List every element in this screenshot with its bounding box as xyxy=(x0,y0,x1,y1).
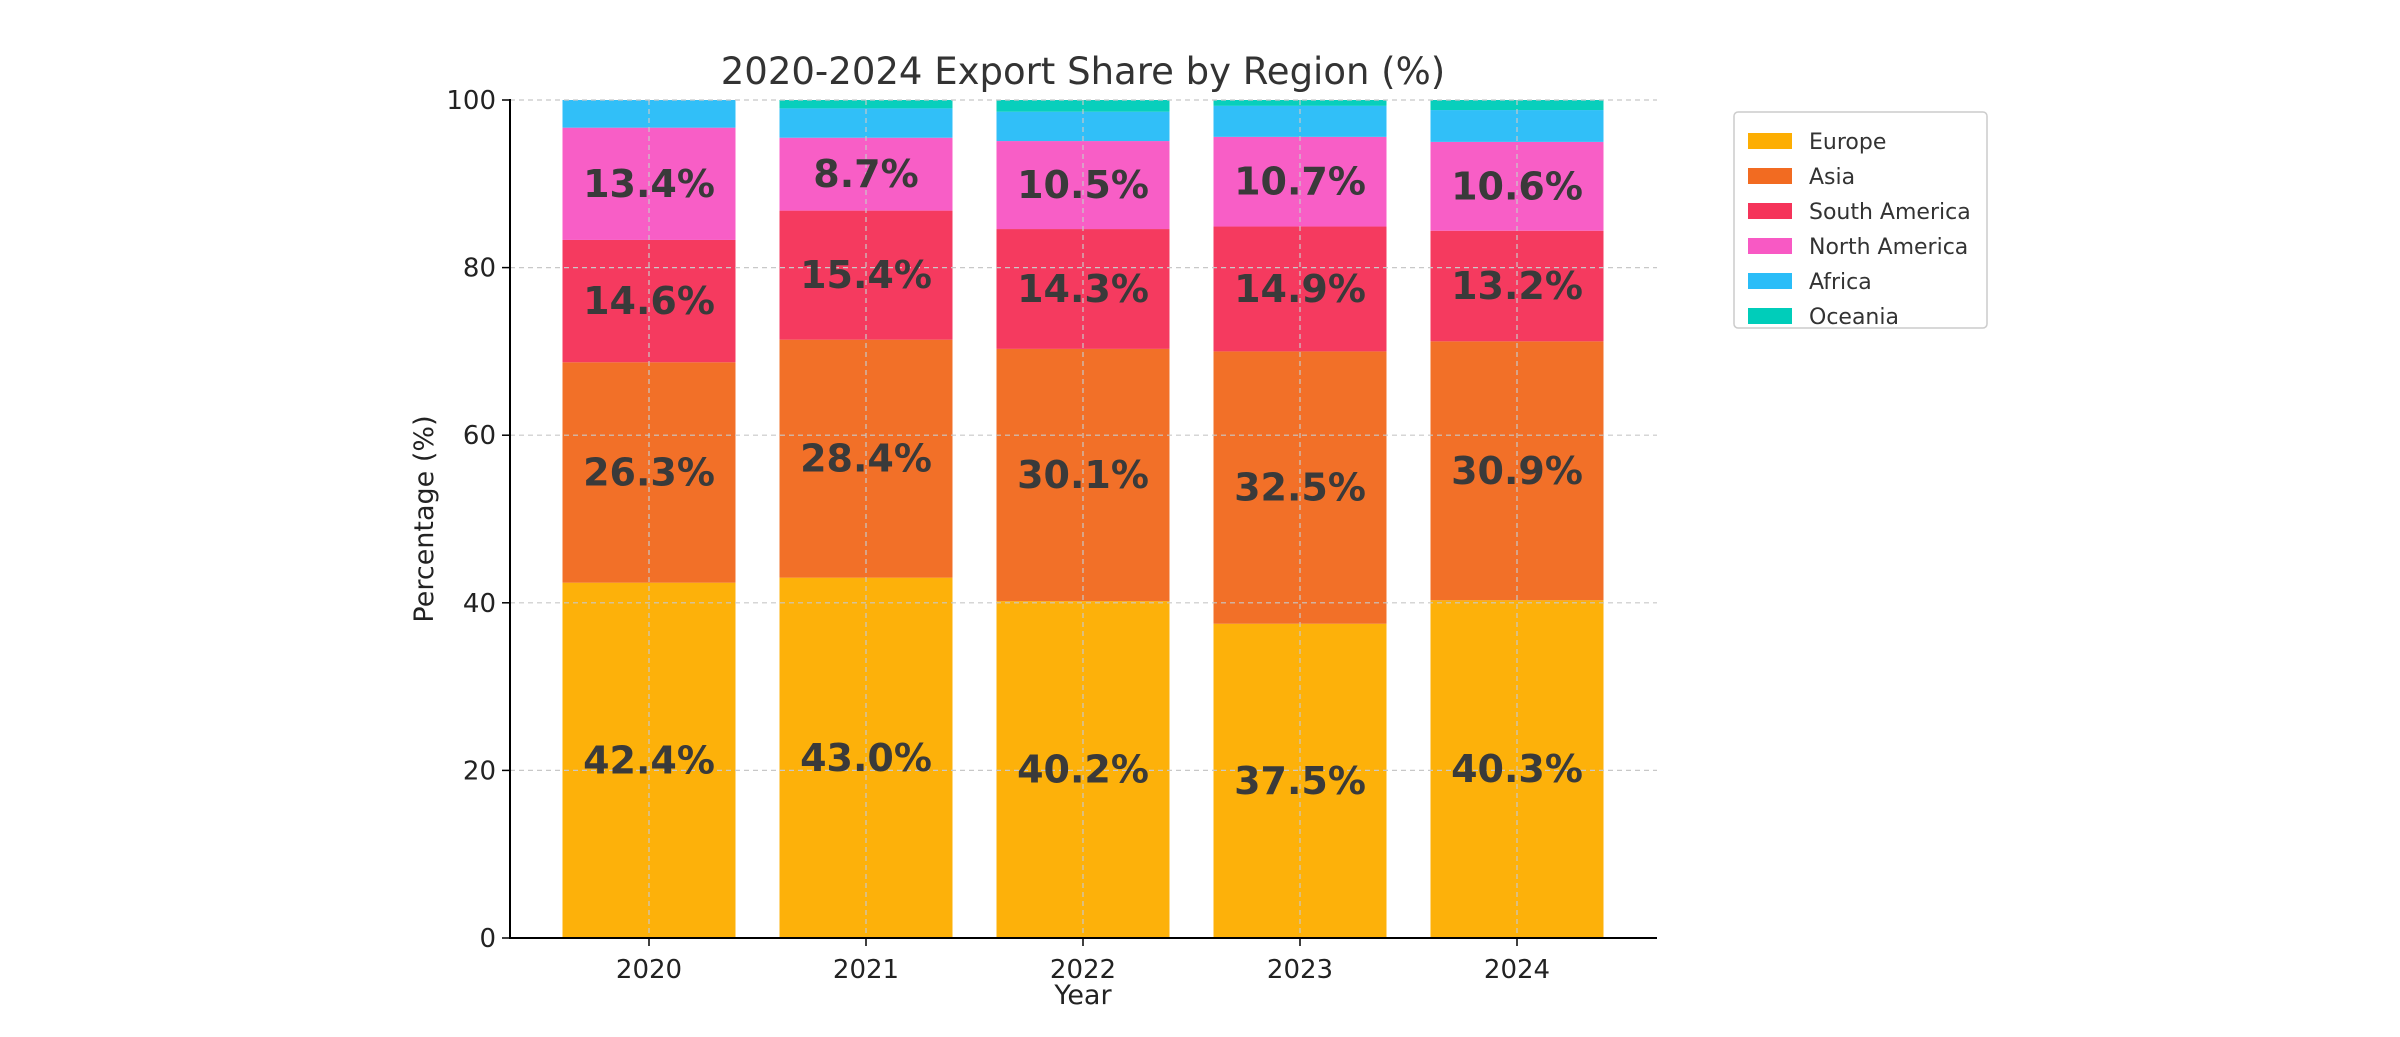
y-tick-label: 100 xyxy=(446,86,496,116)
y-tick-label: 60 xyxy=(463,421,496,451)
data-label: 43.0% xyxy=(800,736,932,780)
data-label: 14.3% xyxy=(1017,267,1149,311)
legend-label: Asia xyxy=(1809,165,1855,190)
legend-swatch-europe xyxy=(1748,133,1792,149)
y-tick-label: 20 xyxy=(463,756,496,786)
data-label: 26.3% xyxy=(583,450,715,494)
data-label: 14.6% xyxy=(583,279,715,323)
data-label: 8.7% xyxy=(813,152,918,196)
legend-label: Africa xyxy=(1809,270,1872,295)
data-label: 10.7% xyxy=(1234,160,1366,204)
data-label: 28.4% xyxy=(800,437,932,481)
x-tick-label: 2022 xyxy=(1050,955,1116,985)
data-label: 40.3% xyxy=(1451,747,1583,791)
y-axis-label: Percentage (%) xyxy=(409,415,440,622)
data-label: 10.5% xyxy=(1017,163,1149,207)
x-axis-label: Year xyxy=(1053,980,1112,1011)
data-label: 13.2% xyxy=(1451,264,1583,308)
legend-label: North America xyxy=(1809,235,1968,260)
legend-swatch-asia xyxy=(1748,168,1792,184)
x-tick-label: 2020 xyxy=(616,955,682,985)
data-label: 42.4% xyxy=(583,738,715,782)
data-labels: 42.4% 26.3% 14.6% 13.4% 43.0% 28.4% 15.4% 8.7% 4… xyxy=(583,152,1583,803)
y-tick-label: 0 xyxy=(479,924,496,954)
data-label: 40.2% xyxy=(1017,748,1149,792)
legend: Europe Asia South America North America Afri… xyxy=(1733,111,1988,330)
legend-label: Oceania xyxy=(1809,305,1899,330)
x-tick-label: 2024 xyxy=(1484,955,1550,985)
y-tick-label: 40 xyxy=(463,589,496,619)
chart-title: 2020-2024 Export Share by Region (%) xyxy=(721,50,1445,93)
legend-swatch-oceania xyxy=(1748,308,1792,324)
legend-label: South America xyxy=(1809,200,1971,225)
data-label: 30.1% xyxy=(1017,453,1149,497)
data-label: 30.9% xyxy=(1451,449,1583,493)
y-tick-label: 80 xyxy=(463,254,496,284)
legend-label: Europe xyxy=(1809,130,1886,155)
legend-swatch-south-america xyxy=(1748,203,1792,219)
data-label: 37.5% xyxy=(1234,759,1366,803)
data-label: 15.4% xyxy=(800,253,932,297)
bar-segment-oceania xyxy=(996,100,1170,112)
data-label: 10.6% xyxy=(1451,164,1583,208)
data-label: 32.5% xyxy=(1234,466,1366,510)
data-label: 14.9% xyxy=(1234,267,1366,311)
bar-segment-oceania xyxy=(1430,100,1604,111)
x-tick-label: 2021 xyxy=(833,955,899,985)
x-tick-label: 2023 xyxy=(1267,955,1333,985)
legend-swatch-north-america xyxy=(1748,238,1792,254)
x-ticks: 2020 2021 2022 2023 2024 xyxy=(616,938,1550,985)
y-ticks: 0 20 40 60 80 100 xyxy=(446,86,510,954)
legend-frame xyxy=(1733,111,1988,329)
bar-segment-south-america xyxy=(1430,230,1604,342)
legend-swatch-africa xyxy=(1748,273,1792,289)
data-label: 13.4% xyxy=(583,162,715,206)
